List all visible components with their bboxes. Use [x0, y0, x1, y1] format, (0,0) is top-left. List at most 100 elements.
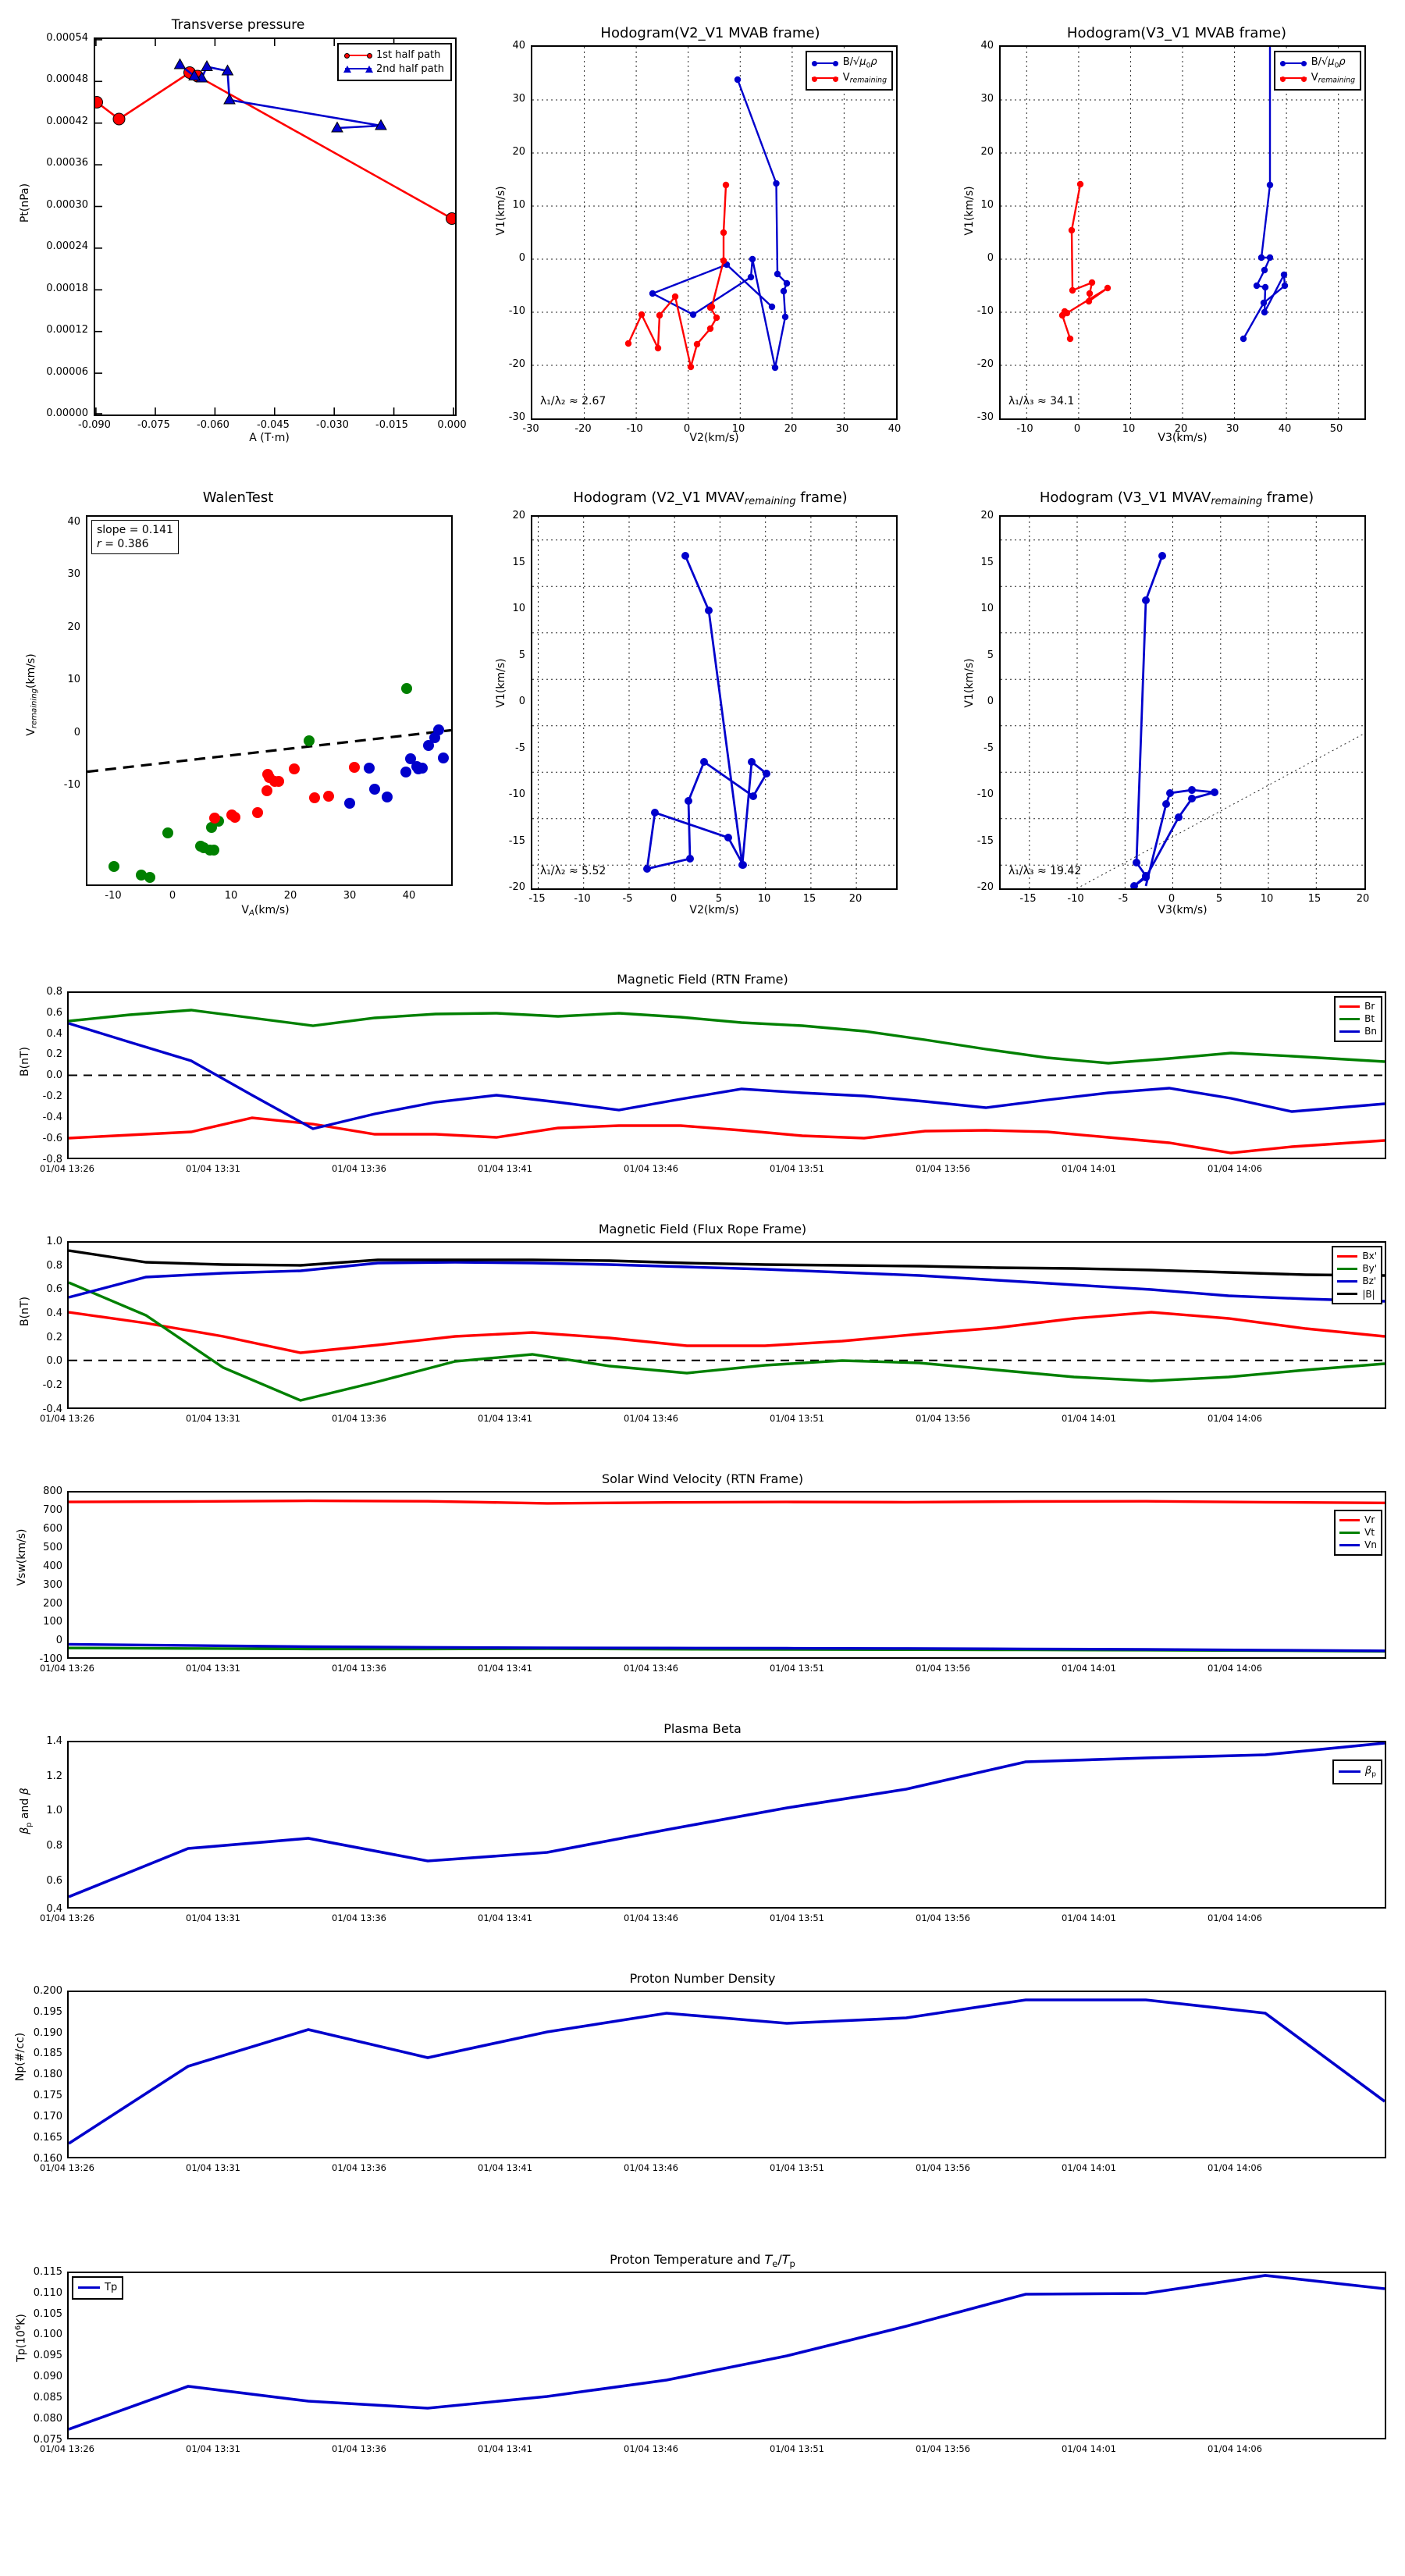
- x-tick-label: -10: [1016, 423, 1033, 435]
- y-tick-label: 1.2: [46, 1770, 62, 1782]
- x-tick-label: 01/04 14:01: [1062, 2162, 1116, 2173]
- legend-item-vt[interactable]: Vt: [1339, 1526, 1377, 1539]
- y-tick-label: -10: [976, 788, 994, 800]
- legend-label: Bx': [1362, 1251, 1377, 1261]
- x-tick-label: -10: [1067, 893, 1084, 905]
- legend-swatch-vn: [1339, 1543, 1361, 1546]
- y-tick-label: 100: [43, 1616, 62, 1628]
- series-trace: [646, 555, 768, 870]
- x-tick-label: 01/04 14:01: [1062, 1663, 1116, 1674]
- legend[interactable]: Br Bt Bn: [1334, 996, 1382, 1042]
- legend-item-b-alfven[interactable]: B/√μ0ρ: [811, 55, 887, 71]
- x-tick-label: 20: [1356, 893, 1370, 905]
- legend-item-bmag[interactable]: |B|: [1337, 1288, 1377, 1300]
- legend-item-bt[interactable]: Bt: [1339, 1012, 1377, 1025]
- x-tick-label: 40: [887, 423, 902, 435]
- y-tick-label: -30: [976, 411, 994, 423]
- x-tick-label: 01/04 13:46: [624, 1663, 678, 1674]
- y-tick-label: 1.0: [46, 1805, 62, 1816]
- hodogram-v3v1-mvav-svg: [1001, 517, 1364, 888]
- y-tick-label: 30: [512, 93, 525, 105]
- legend[interactable]: B/√μ0ρ Vremaining: [1273, 51, 1361, 91]
- legend-item-v-remaining[interactable]: Vremaining: [1279, 71, 1355, 86]
- legend[interactable]: 1st half path 2nd half path: [337, 43, 452, 82]
- y-tick-label: 0.8: [46, 1260, 62, 1272]
- plot-area: λ₁/λ₃ ≈ 19.42: [999, 515, 1366, 890]
- vsw-svg: [69, 1499, 1385, 1653]
- series-tp: [69, 2274, 1385, 2431]
- legend-item-tp[interactable]: Tp: [78, 2281, 117, 2295]
- legend-item-1st-half-path[interactable]: 1st half path: [344, 48, 444, 62]
- y-tick-label: 0.00030: [46, 199, 88, 211]
- legend-item-bz[interactable]: Bz': [1337, 1275, 1377, 1287]
- y-tick-label: 0.4: [46, 1308, 62, 1319]
- y-tick-label: -20: [976, 358, 994, 370]
- legend[interactable]: Tp: [72, 2276, 124, 2300]
- legend-item-vr[interactable]: Vr: [1339, 1514, 1377, 1526]
- legend-swatch-tp: [78, 2286, 100, 2290]
- y-tick-label: 5: [518, 649, 525, 661]
- transverse-pressure-svg: [95, 39, 455, 415]
- x-tick-label: 01/04 13:46: [624, 2443, 678, 2454]
- x-tick-label: 01/04 13:41: [478, 1163, 532, 1174]
- y-tick-label: 10: [980, 603, 994, 614]
- markers-2nd-half-path: [173, 58, 387, 133]
- legend-label: Br: [1364, 1001, 1375, 1012]
- x-tick-label: 01/04 14:01: [1062, 1163, 1116, 1174]
- x-tick-label: 01/04 13:36: [332, 2443, 386, 2454]
- legend-item-bx[interactable]: Bx': [1337, 1250, 1377, 1262]
- x-tick-label: 01/04 13:56: [916, 1413, 970, 1424]
- y-tick-label: -20: [976, 881, 994, 893]
- x-tick-label: 01/04 13:51: [770, 1163, 824, 1174]
- legend[interactable]: βp: [1332, 1759, 1382, 1784]
- x-tick-label: 01/04 13:26: [40, 1163, 94, 1174]
- panel-title: WalenTest: [202, 489, 274, 506]
- y-tick-label: 10: [980, 199, 994, 211]
- plot-area: Tp: [67, 2272, 1386, 2439]
- b-flux-svg: [69, 1249, 1385, 1402]
- series-group-green: [108, 683, 412, 883]
- y-tick-label: 0.110: [33, 2287, 62, 2299]
- y-tickmarks: [95, 39, 102, 415]
- y-tick-label: -5: [984, 742, 994, 754]
- y-tick-label: 0: [987, 252, 994, 264]
- legend-item-beta-p[interactable]: βp: [1338, 1764, 1376, 1780]
- panel-hodogram-v2v1-mvav: Hodogram (V2_V1 MVAVremaining frame) V1(…: [484, 480, 937, 925]
- panel-title: Hodogram(V2_V1 MVAB frame): [600, 25, 820, 41]
- legend[interactable]: Vr Vt Vn: [1334, 1510, 1382, 1556]
- legend[interactable]: B/√μ0ρ Vremaining: [805, 51, 893, 91]
- x-tick-label: 20: [784, 423, 798, 435]
- legend-item-v-remaining[interactable]: Vremaining: [811, 71, 887, 86]
- x-tick-label: 20: [1174, 423, 1188, 435]
- x-tick-label: 01/04 14:06: [1208, 2162, 1262, 2173]
- legend-item-by[interactable]: By': [1337, 1262, 1377, 1275]
- eigenvalue-ratio-annotation: λ₁/λ₃ ≈ 34.1: [1008, 395, 1075, 407]
- y-tick-label: 200: [43, 1598, 62, 1610]
- y-tick-label: 0.190: [33, 2027, 62, 2039]
- legend-item-b-alfven[interactable]: B/√μ0ρ: [1279, 55, 1355, 71]
- x-axis-label: V3(km/s): [1158, 432, 1208, 444]
- x-tick-label: -30: [522, 423, 539, 435]
- panel-title: Magnetic Field (Flux Rope Frame): [598, 1222, 807, 1236]
- plot-area: λ₁/λ₂ ≈ 5.52: [531, 515, 898, 890]
- x-tick-label: 0.000: [437, 419, 467, 431]
- series-bz: [69, 1261, 1385, 1303]
- legend-item-2nd-half-path[interactable]: 2nd half path: [343, 62, 444, 76]
- x-tick-label: 01/04 13:36: [332, 2162, 386, 2173]
- y-tick-label: 0: [518, 252, 525, 264]
- x-tick-label: 01/04 13:36: [332, 1163, 386, 1174]
- y-tick-label: 10: [512, 603, 525, 614]
- legend-item-br[interactable]: Br: [1339, 1000, 1377, 1012]
- panel-title: Transverse pressure: [171, 17, 305, 33]
- markers-1st-half-path: [95, 66, 455, 225]
- x-tick-label: 10: [1122, 423, 1136, 435]
- panel-plasma-beta: Plasma Beta βp and β βp 1.4 1.2 1.0 0.8 …: [8, 1710, 1397, 1936]
- plot-area: B/√μ0ρ Vremaining λ₁/λ₃ ≈ 34.1: [999, 45, 1366, 420]
- x-tick-label: 01/04 14:06: [1208, 1663, 1262, 1674]
- y-tick-label: 0.200: [33, 1985, 62, 1997]
- legend-item-vn[interactable]: Vn: [1339, 1539, 1377, 1551]
- legend[interactable]: Bx' By' Bz' |B|: [1332, 1246, 1382, 1304]
- y-tick-label: 40: [980, 40, 994, 52]
- x-tick-label: 40: [402, 890, 416, 902]
- legend-item-bn[interactable]: Bn: [1339, 1025, 1377, 1037]
